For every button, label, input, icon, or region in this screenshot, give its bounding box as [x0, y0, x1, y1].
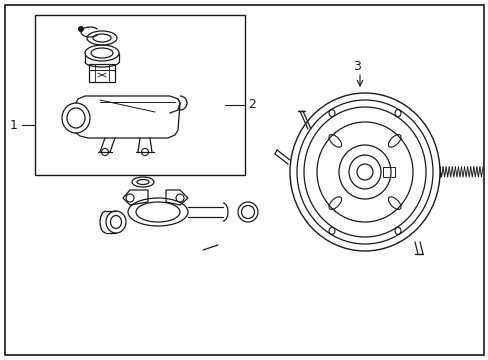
Bar [35, 15, 244, 175]
Bar [89, 64, 115, 82]
Text: 2: 2 [247, 98, 255, 111]
Circle shape [79, 27, 83, 32]
Text: 3: 3 [352, 60, 360, 73]
Bar [382, 167, 394, 177]
Text: 1: 1 [10, 119, 18, 132]
